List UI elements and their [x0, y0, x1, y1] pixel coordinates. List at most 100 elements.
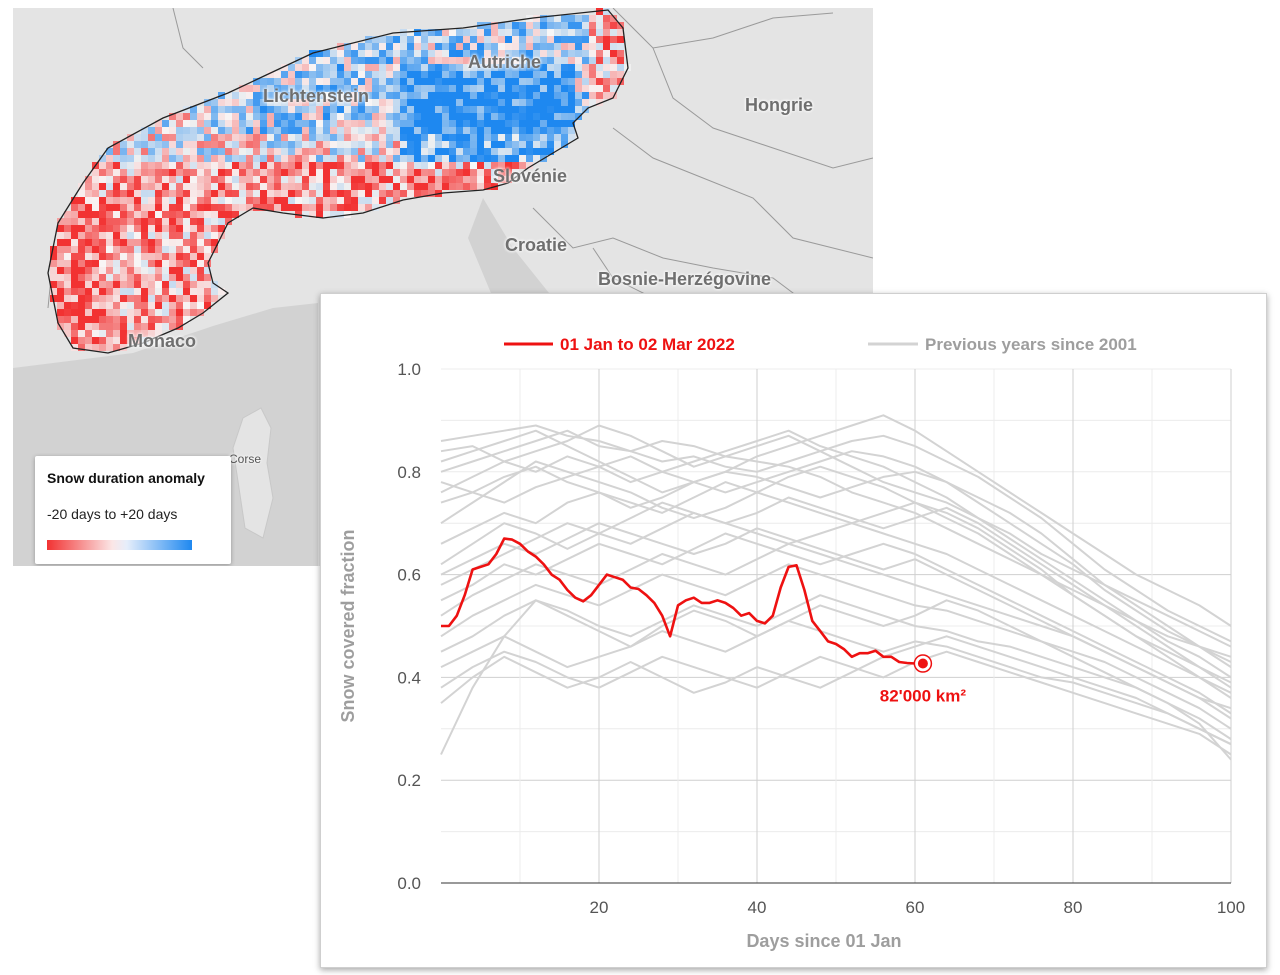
snow-cell: [442, 71, 449, 78]
snow-cell: [78, 309, 85, 316]
snow-cell: [449, 141, 456, 148]
snow-cell: [113, 253, 120, 260]
snow-cell: [134, 232, 141, 239]
snow-cell: [239, 106, 246, 113]
snow-cell: [85, 281, 92, 288]
snow-cell: [267, 106, 274, 113]
snow-cell: [400, 134, 407, 141]
snow-cell: [211, 113, 218, 120]
snow-cell: [169, 323, 176, 330]
snow-cell: [106, 330, 113, 337]
snow-cell: [456, 29, 463, 36]
snow-cell: [393, 197, 400, 204]
snow-cell: [295, 134, 302, 141]
snow-cell: [505, 127, 512, 134]
snow-cell: [99, 155, 106, 162]
snow-cell: [603, 78, 610, 85]
snow-cell: [491, 78, 498, 85]
snow-cell: [596, 15, 603, 22]
snow-cell: [533, 43, 540, 50]
snow-cell: [155, 218, 162, 225]
snow-cell: [169, 169, 176, 176]
snow-cell: [442, 141, 449, 148]
snow-cell: [435, 99, 442, 106]
snow-cell: [393, 92, 400, 99]
snow-cell: [288, 78, 295, 85]
snow-cell: [365, 106, 372, 113]
snow-cell: [106, 239, 113, 246]
snow-cell: [386, 85, 393, 92]
snow-cell: [197, 225, 204, 232]
snow-cell: [197, 302, 204, 309]
snow-cell: [386, 141, 393, 148]
snow-cell: [337, 120, 344, 127]
snow-cell: [421, 155, 428, 162]
snow-cell: [239, 148, 246, 155]
snow-cell: [484, 50, 491, 57]
snow-cell: [526, 120, 533, 127]
snow-cell: [400, 57, 407, 64]
snow-cell: [470, 78, 477, 85]
snow-cell: [288, 155, 295, 162]
snow-cell: [176, 113, 183, 120]
snow-cell: [344, 183, 351, 190]
snow-cell: [183, 176, 190, 183]
snow-cell: [92, 218, 99, 225]
snow-cell: [344, 155, 351, 162]
snow-cell: [190, 288, 197, 295]
snow-cell: [99, 204, 106, 211]
snow-cell: [519, 29, 526, 36]
snow-cell: [379, 85, 386, 92]
snow-cell: [365, 141, 372, 148]
snow-cell: [435, 85, 442, 92]
snow-cell: [533, 141, 540, 148]
snow-cell: [603, 92, 610, 99]
snow-cell: [386, 92, 393, 99]
snow-cell: [533, 134, 540, 141]
snow-cell: [197, 169, 204, 176]
snow-cell: [330, 211, 337, 218]
snow-cell: [463, 92, 470, 99]
snow-cell: [610, 50, 617, 57]
snow-cell: [120, 218, 127, 225]
snow-cell: [540, 50, 547, 57]
snow-cell: [120, 330, 127, 337]
snow-cell: [148, 295, 155, 302]
snow-cell: [435, 176, 442, 183]
snow-cell: [92, 274, 99, 281]
snow-cell: [127, 239, 134, 246]
snow-cell: [295, 120, 302, 127]
snow-cell: [162, 211, 169, 218]
snow-cell: [99, 176, 106, 183]
snow-cell: [603, 36, 610, 43]
snow-cell: [316, 197, 323, 204]
snow-cell: [162, 190, 169, 197]
snow-cell: [78, 288, 85, 295]
alps-outline: [47, 9, 629, 354]
x-tick-label: 100: [1217, 898, 1245, 917]
snow-cell: [589, 78, 596, 85]
snow-cell: [295, 148, 302, 155]
snow-cell: [141, 204, 148, 211]
snow-cell: [351, 99, 358, 106]
snow-cell: [288, 162, 295, 169]
snow-cell: [477, 36, 484, 43]
snow-cell: [407, 169, 414, 176]
snow-cell: [337, 190, 344, 197]
snow-cell: [491, 113, 498, 120]
snow-cell: [421, 169, 428, 176]
snow-cell: [526, 92, 533, 99]
snow-cell: [267, 134, 274, 141]
current-year-line: [441, 537, 923, 665]
snow-cell: [540, 148, 547, 155]
snow-cell: [428, 127, 435, 134]
snow-cell: [449, 148, 456, 155]
snow-cell: [344, 99, 351, 106]
snow-cell: [155, 183, 162, 190]
snow-cell: [365, 169, 372, 176]
snow-cell: [393, 162, 400, 169]
snow-cell: [484, 71, 491, 78]
snow-cell: [519, 43, 526, 50]
snow-cell: [330, 78, 337, 85]
snow-cell: [211, 162, 218, 169]
